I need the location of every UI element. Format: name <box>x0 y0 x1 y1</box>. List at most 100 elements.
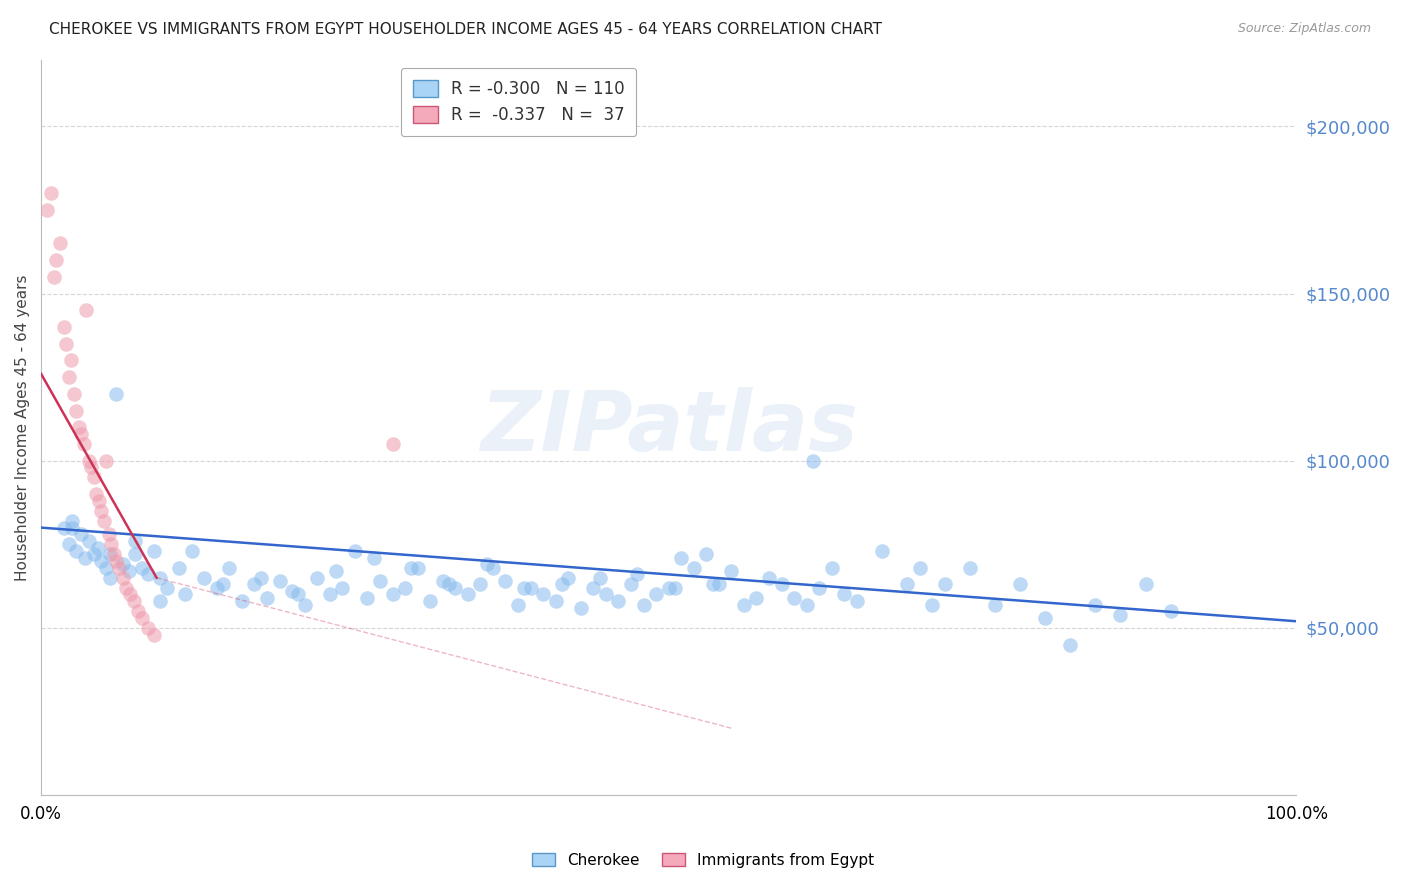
Point <box>1109 607 1132 622</box>
Text: Source: ZipAtlas.com: Source: ZipAtlas.com <box>1237 22 1371 36</box>
Point <box>136 621 159 635</box>
Point <box>519 581 541 595</box>
Point <box>49 236 72 251</box>
Point <box>127 604 149 618</box>
Point <box>720 564 742 578</box>
Point <box>495 574 517 588</box>
Point <box>249 571 271 585</box>
Point <box>55 336 77 351</box>
Point <box>406 560 429 574</box>
Point <box>682 560 704 574</box>
Point <box>1135 577 1157 591</box>
Point <box>174 587 197 601</box>
Point <box>156 581 179 595</box>
Point <box>444 581 467 595</box>
Point <box>77 533 100 548</box>
Point <box>330 581 353 595</box>
Point <box>96 560 118 574</box>
Point <box>325 564 347 578</box>
Point <box>557 571 579 585</box>
Point <box>607 594 630 608</box>
Point <box>664 581 686 595</box>
Point <box>343 544 366 558</box>
Point <box>90 554 112 568</box>
Point <box>896 577 918 591</box>
Point <box>1008 577 1031 591</box>
Point <box>39 186 62 201</box>
Point <box>65 403 87 417</box>
Point <box>1084 598 1107 612</box>
Point <box>783 591 806 605</box>
Text: ZIPatlas: ZIPatlas <box>479 387 858 467</box>
Point <box>745 591 768 605</box>
Point <box>381 587 404 601</box>
Point <box>75 303 97 318</box>
Point <box>96 454 118 468</box>
Point <box>921 598 943 612</box>
Point <box>90 504 112 518</box>
Point <box>845 594 868 608</box>
Point <box>319 587 342 601</box>
Point <box>281 584 304 599</box>
Point <box>733 598 755 612</box>
Point <box>58 537 80 551</box>
Point <box>394 581 416 595</box>
Point <box>86 487 108 501</box>
Point <box>65 544 87 558</box>
Point <box>669 550 692 565</box>
Point <box>124 547 146 561</box>
Point <box>834 587 856 601</box>
Point <box>307 571 329 585</box>
Point <box>470 577 492 591</box>
Point <box>368 574 391 588</box>
Point <box>37 202 59 217</box>
Point <box>205 581 228 595</box>
Point <box>287 587 309 601</box>
Point <box>363 550 385 565</box>
Point <box>105 387 128 401</box>
Y-axis label: Householder Income Ages 45 - 64 years: Householder Income Ages 45 - 64 years <box>15 274 30 581</box>
Point <box>531 587 554 601</box>
Point <box>62 521 84 535</box>
Point <box>269 574 291 588</box>
Point <box>111 558 134 572</box>
Point <box>70 527 93 541</box>
Point <box>45 253 67 268</box>
Point <box>588 571 610 585</box>
Point <box>457 587 479 601</box>
Point <box>80 460 103 475</box>
Point <box>796 598 818 612</box>
Point <box>67 420 90 434</box>
Point <box>218 560 240 574</box>
Point <box>73 437 96 451</box>
Point <box>122 594 145 608</box>
Point <box>118 564 141 578</box>
Point <box>143 544 166 558</box>
Point <box>212 577 235 591</box>
Point <box>120 587 142 601</box>
Point <box>702 577 724 591</box>
Point <box>77 454 100 468</box>
Point <box>52 521 75 535</box>
Point <box>42 269 65 284</box>
Point <box>131 560 153 574</box>
Point <box>770 577 793 591</box>
Point <box>100 537 122 551</box>
Point <box>93 514 115 528</box>
Point <box>105 554 128 568</box>
Point <box>582 581 605 595</box>
Point <box>419 594 441 608</box>
Point <box>62 387 84 401</box>
Point <box>149 594 172 608</box>
Point <box>70 427 93 442</box>
Point <box>149 571 172 585</box>
Point <box>87 494 110 508</box>
Point <box>1160 604 1182 618</box>
Point <box>475 558 498 572</box>
Point <box>136 567 159 582</box>
Point <box>707 577 730 591</box>
Point <box>758 571 780 585</box>
Point <box>243 577 266 591</box>
Point <box>256 591 278 605</box>
Point <box>551 577 574 591</box>
